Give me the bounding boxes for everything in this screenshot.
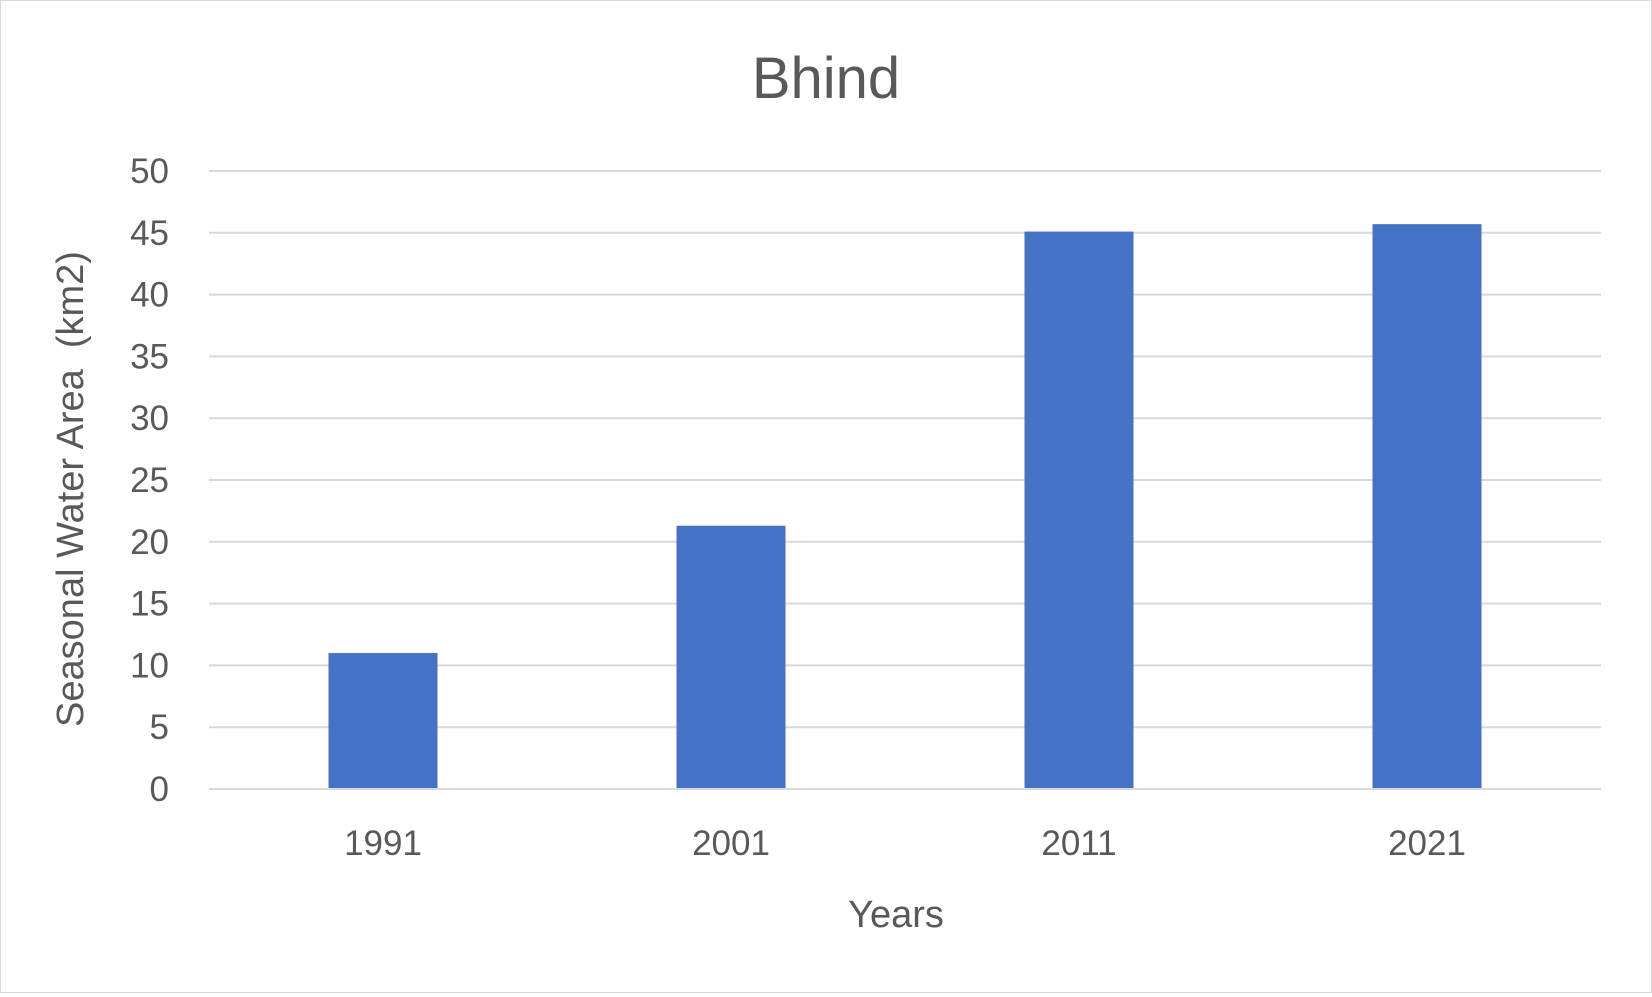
y-tick-label: 30 [130, 399, 169, 438]
y-tick-label: 40 [130, 276, 169, 315]
x-tick-label: 2001 [692, 824, 770, 863]
x-tick-label: 1991 [344, 824, 422, 863]
chart-title: Bhind [752, 46, 900, 111]
y-tick-label: 50 [130, 152, 169, 191]
y-tick-label: 35 [130, 337, 169, 376]
bars [209, 224, 1601, 790]
y-tick-label: 0 [150, 770, 169, 809]
bar-2021 [1372, 224, 1482, 789]
y-tick-label: 25 [130, 461, 169, 500]
y-axis-ticks: 0 5 10 15 20 25 30 35 40 45 50 [130, 152, 169, 809]
y-tick-label: 15 [130, 585, 169, 624]
gridlines [209, 170, 1601, 790]
y-tick-label: 10 [130, 646, 169, 685]
bar-2011 [1024, 231, 1134, 790]
y-tick-label: 20 [130, 523, 169, 562]
x-tick-label: 2011 [1041, 824, 1116, 863]
x-axis-ticks: 1991 2001 2011 2021 [344, 824, 1466, 863]
y-axis-title: Seasonal Water Area (km2) [50, 251, 92, 727]
bar-2001 [676, 525, 786, 789]
x-tick-label: 2021 [1388, 824, 1466, 863]
x-axis-title: Years [848, 894, 944, 936]
y-tick-label: 5 [150, 708, 169, 747]
y-tick-label: 45 [130, 214, 169, 253]
bar-1991 [328, 653, 438, 789]
